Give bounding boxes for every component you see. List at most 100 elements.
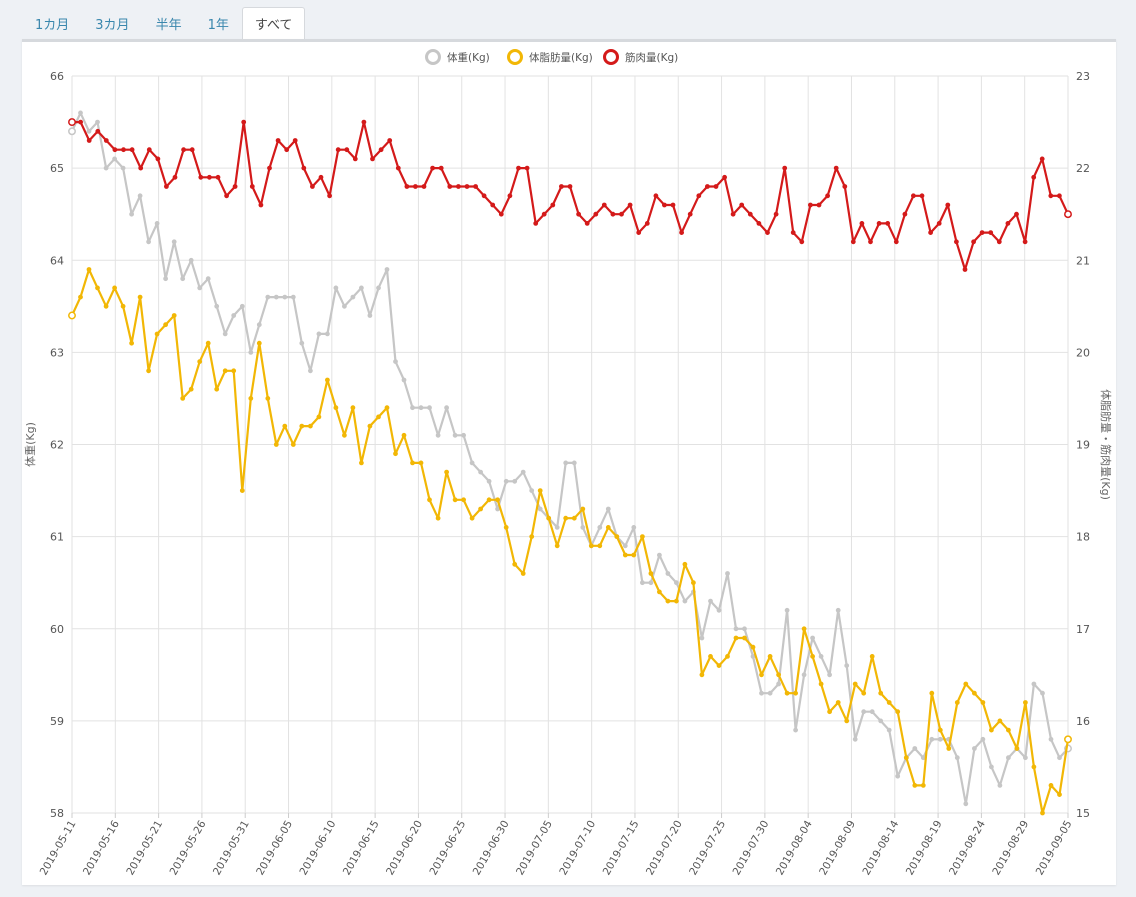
- data-point[interactable]: [869, 709, 875, 715]
- data-point[interactable]: [299, 423, 305, 429]
- data-point[interactable]: [1039, 156, 1045, 162]
- data-point[interactable]: [435, 432, 441, 438]
- data-point[interactable]: [825, 193, 830, 199]
- data-point[interactable]: [137, 193, 143, 199]
- data-point[interactable]: [605, 506, 611, 512]
- data-point[interactable]: [256, 322, 262, 328]
- data-point[interactable]: [418, 460, 424, 466]
- data-point[interactable]: [936, 220, 942, 226]
- data-point[interactable]: [103, 138, 109, 143]
- data-point[interactable]: [316, 414, 322, 420]
- data-point[interactable]: [370, 156, 375, 162]
- data-point[interactable]: [464, 184, 470, 189]
- data-point[interactable]: [1022, 239, 1028, 245]
- data-point[interactable]: [631, 524, 637, 530]
- data-point[interactable]: [239, 488, 245, 494]
- data-point[interactable]: [138, 165, 144, 171]
- data-point[interactable]: [756, 220, 762, 226]
- data-point[interactable]: [188, 257, 194, 263]
- data-point[interactable]: [699, 635, 705, 641]
- data-point[interactable]: [588, 543, 594, 549]
- data-point[interactable]: [665, 598, 671, 604]
- data-point[interactable]: [438, 165, 444, 171]
- data-point[interactable]: [622, 543, 628, 549]
- data-point[interactable]: [461, 497, 467, 503]
- data-point[interactable]: [401, 432, 407, 438]
- data-point[interactable]: [256, 340, 262, 346]
- data-point[interactable]: [358, 460, 364, 466]
- data-point[interactable]: [367, 313, 373, 318]
- data-point[interactable]: [335, 147, 341, 153]
- data-point[interactable]: [387, 138, 393, 143]
- data-point[interactable]: [980, 736, 986, 742]
- data-point[interactable]: [95, 285, 100, 291]
- data-point[interactable]: [911, 193, 916, 199]
- data-point[interactable]: [730, 211, 736, 217]
- data-point[interactable]: [486, 478, 492, 484]
- data-point[interactable]: [1005, 220, 1011, 226]
- data-point[interactable]: [747, 211, 753, 217]
- data-point[interactable]: [455, 184, 461, 189]
- data-point[interactable]: [301, 165, 307, 171]
- data-point[interactable]: [205, 340, 211, 346]
- data-point[interactable]: [818, 681, 824, 687]
- data-point[interactable]: [350, 405, 356, 411]
- data-point[interactable]: [767, 690, 773, 696]
- data-point[interactable]: [962, 267, 968, 272]
- data-point[interactable]: [827, 709, 832, 715]
- data-point[interactable]: [1031, 174, 1037, 180]
- data-point[interactable]: [273, 294, 279, 300]
- data-point[interactable]: [597, 543, 603, 549]
- data-point[interactable]: [640, 534, 645, 540]
- data-point[interactable]: [1048, 193, 1054, 199]
- data-point[interactable]: [103, 303, 109, 309]
- data-point[interactable]: [765, 230, 770, 236]
- data-point[interactable]: [520, 469, 526, 475]
- data-point[interactable]: [895, 709, 901, 715]
- data-point[interactable]: [452, 432, 458, 438]
- data-point[interactable]: [827, 672, 832, 678]
- data-point[interactable]: [404, 184, 410, 189]
- data-point[interactable]: [793, 690, 798, 696]
- data-point[interactable]: [861, 709, 867, 715]
- data-point[interactable]: [324, 377, 330, 383]
- data-point[interactable]: [401, 377, 407, 383]
- data-point[interactable]: [691, 580, 696, 586]
- data-point[interactable]: [352, 156, 358, 162]
- data-point[interactable]: [486, 497, 492, 503]
- tab-1-year[interactable]: 1年: [207, 18, 229, 33]
- data-point[interactable]: [989, 764, 994, 770]
- tab-half-year[interactable]: 半年: [155, 18, 182, 33]
- data-point[interactable]: [842, 184, 848, 189]
- data-point[interactable]: [376, 414, 381, 420]
- data-point[interactable]: [929, 736, 935, 742]
- data-point[interactable]: [784, 607, 790, 613]
- data-point[interactable]: [674, 580, 679, 586]
- data-point[interactable]: [224, 193, 230, 199]
- data-point[interactable]: [1023, 755, 1028, 761]
- data-point[interactable]: [801, 672, 807, 678]
- data-point[interactable]: [341, 432, 347, 438]
- data-point[interactable]: [733, 626, 739, 632]
- data-point[interactable]: [78, 294, 83, 300]
- data-point[interactable]: [188, 386, 194, 392]
- data-point[interactable]: [473, 184, 479, 189]
- data-point[interactable]: [563, 460, 569, 466]
- data-point[interactable]: [384, 405, 390, 411]
- data-point[interactable]: [284, 147, 290, 153]
- data-point[interactable]: [361, 119, 367, 125]
- data-point[interactable]: [146, 239, 151, 245]
- data-point[interactable]: [861, 690, 867, 696]
- data-point[interactable]: [214, 386, 220, 392]
- data-point[interactable]: [662, 202, 667, 208]
- data-point[interactable]: [869, 654, 875, 659]
- data-point[interactable]: [1048, 783, 1054, 788]
- data-point[interactable]: [478, 469, 484, 475]
- data-point[interactable]: [307, 423, 313, 429]
- data-point[interactable]: [554, 524, 560, 530]
- data-point[interactable]: [189, 147, 195, 153]
- data-point[interactable]: [605, 524, 611, 530]
- data-point[interactable]: [550, 202, 556, 208]
- data-point[interactable]: [937, 727, 943, 733]
- data-point[interactable]: [546, 515, 552, 521]
